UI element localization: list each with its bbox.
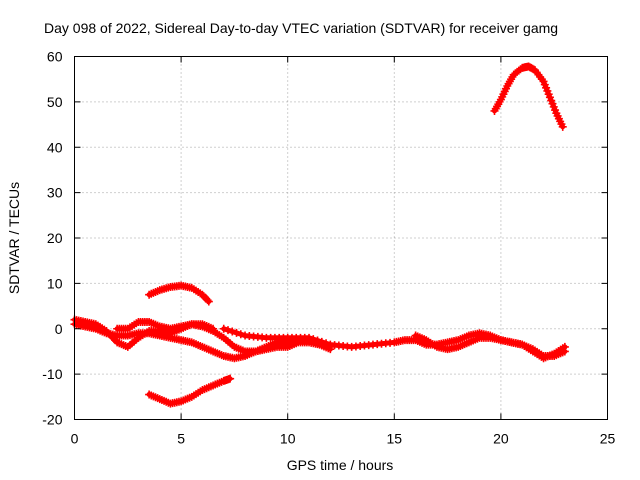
y-tick-label: 40 (47, 139, 63, 155)
x-tick-label: 25 (600, 431, 616, 447)
chart-title: Day 098 of 2022, Sidereal Day-to-day VTE… (44, 20, 558, 36)
series-track-8 (490, 62, 567, 131)
x-axis-label: GPS time / hours (287, 457, 394, 473)
data-point (313, 336, 322, 345)
y-tick-label: 20 (47, 230, 63, 246)
series-track-5 (411, 331, 569, 363)
data-point (203, 296, 212, 305)
x-tick-label: 10 (280, 431, 296, 447)
y-tick-labels: -20 -10 0 10 20 30 40 50 60 (42, 49, 62, 428)
series-track-6 (145, 281, 213, 306)
data-point (236, 330, 245, 339)
data-point (309, 335, 318, 344)
data-point (317, 337, 326, 346)
y-axis-label: SDTVAR / TECUs (6, 182, 22, 294)
tick-layer (74, 56, 608, 420)
data-point (558, 122, 567, 131)
data-point (322, 339, 331, 348)
data-point (560, 342, 569, 351)
data-point (204, 297, 213, 306)
x-tick-labels: 0 5 10 15 20 25 (71, 431, 616, 447)
x-tick-label: 5 (177, 431, 185, 447)
data-point (219, 324, 228, 333)
y-tick-label: -10 (42, 366, 62, 382)
y-tick-label: 10 (47, 275, 63, 291)
data-point (226, 374, 235, 383)
y-tick-label: 30 (47, 185, 63, 201)
x-tick-label: 0 (71, 431, 79, 447)
data-point (228, 327, 237, 336)
x-tick-label: 15 (387, 431, 403, 447)
data-layer (70, 62, 569, 408)
data-point (232, 328, 241, 337)
y-tick-label: -20 (42, 412, 62, 428)
y-tick-label: 60 (47, 49, 63, 65)
series-track-3 (113, 317, 218, 333)
x-tick-label: 20 (493, 431, 509, 447)
y-tick-label: 50 (47, 94, 63, 110)
y-tick-label: 0 (55, 321, 63, 337)
series-track-7 (145, 374, 235, 408)
data-point (209, 324, 218, 333)
data-point (224, 326, 233, 335)
data-point (305, 333, 314, 342)
